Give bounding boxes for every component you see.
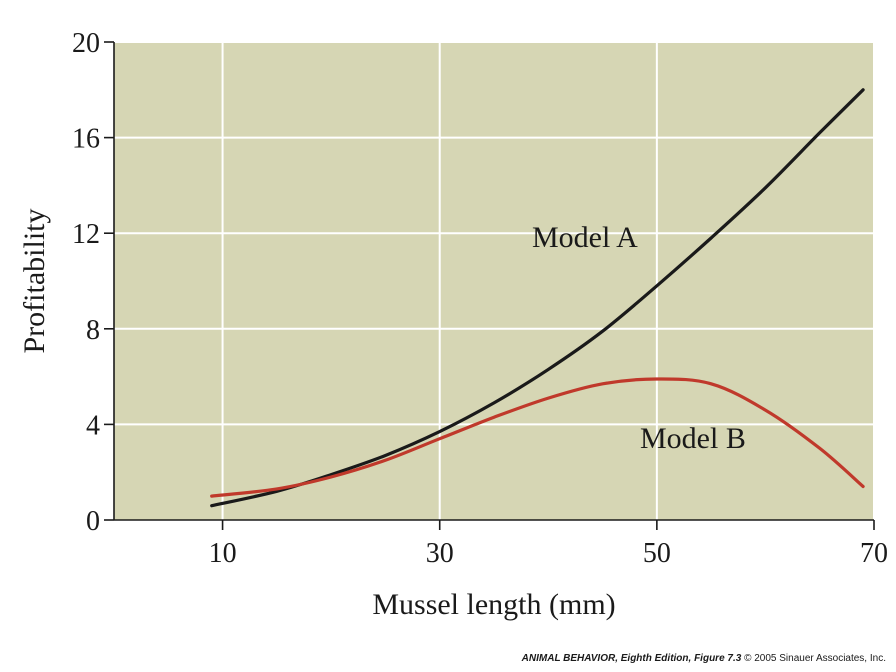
- plot-area: [114, 42, 874, 520]
- x-tick-label: 50: [643, 538, 671, 569]
- y-tick-label: 8: [86, 315, 100, 346]
- grid: [114, 41, 875, 520]
- y-tick-label: 16: [72, 124, 100, 155]
- series-label-model-b: Model B: [640, 422, 746, 455]
- y-tick-label: 4: [86, 410, 100, 441]
- series-lines: [210, 88, 865, 508]
- series-line-model-a: [210, 88, 865, 508]
- credit-book-title: ANIMAL BEHAVIOR, Eighth Edition: [521, 653, 689, 664]
- x-axis-title: Mussel length (mm): [372, 588, 615, 621]
- y-axis-title: Profitability: [18, 209, 51, 354]
- y-tick-label: 20: [72, 28, 100, 59]
- x-tick-label: 10: [209, 538, 237, 569]
- y-tick-label: 0: [86, 506, 100, 537]
- x-tick-label: 70: [860, 538, 888, 569]
- series-line-model-b: [210, 377, 865, 498]
- series-label-model-a: Model A: [532, 221, 638, 254]
- credit-figure-number: , Figure 7.3: [688, 653, 742, 664]
- x-tick-label: 30: [426, 538, 454, 569]
- ticks: 0 4 8 12 16 20 10 30 50 70: [72, 28, 888, 569]
- figure-credit: ANIMAL BEHAVIOR, Eighth Edition, Figure …: [522, 653, 886, 664]
- y-tick-label: 12: [72, 219, 100, 250]
- credit-copyright: © 2005 Sinauer Associates, Inc.: [741, 653, 886, 664]
- axes: [113, 42, 874, 521]
